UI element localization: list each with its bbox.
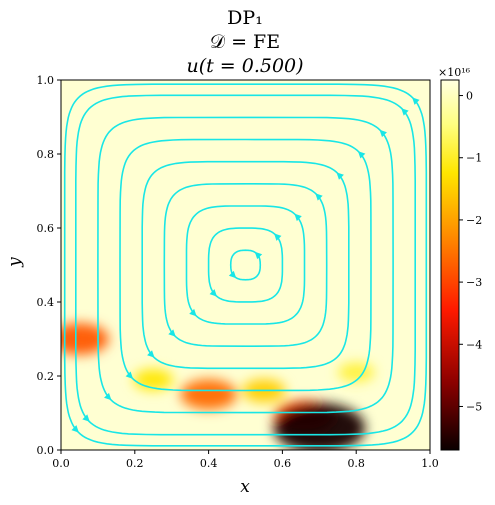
- streamline-arrow: [379, 129, 387, 138]
- x-tick-label: 0.2: [126, 457, 144, 470]
- streamlines: [63, 83, 428, 447]
- heatmap-field: [61, 323, 375, 450]
- streamline: [185, 205, 306, 325]
- colorbar-tick-label: −5: [466, 400, 482, 413]
- colorbar-gradient: [440, 79, 460, 451]
- colorbar-tick-label: −3: [466, 276, 482, 289]
- y-tick-label: 0.0: [37, 444, 55, 457]
- colorbar-tick-label: 0: [466, 90, 473, 103]
- streamline-arrow: [401, 108, 409, 116]
- axes-frame: [60, 79, 431, 451]
- streamline-arrow: [189, 308, 197, 317]
- title-line-3: u(t = 0.500): [186, 55, 303, 77]
- streamline-arrow: [125, 371, 134, 379]
- streamline: [207, 227, 284, 303]
- streamline-arrow: [336, 172, 344, 180]
- colorbar-tick-label: −2: [466, 214, 482, 227]
- streamline-arrow: [357, 151, 366, 159]
- colorbar: ×10¹⁶ 0 −1 −2 −3 −4 −5: [438, 66, 482, 451]
- y-tick-label: 0.2: [37, 370, 55, 383]
- streamline-arrow: [104, 392, 112, 401]
- y-tick-label: 0.4: [37, 296, 55, 309]
- x-tick-label: 1.0: [421, 457, 439, 470]
- streamline-arrow: [274, 233, 282, 241]
- x-tick-label: 0.0: [52, 457, 70, 470]
- heatmap-blob: [61, 323, 109, 355]
- streamline-arrow: [168, 329, 176, 337]
- streamline-arrow: [228, 270, 237, 279]
- y-tick-label: 0.8: [37, 148, 55, 161]
- x-tick-label: 0.4: [200, 457, 218, 470]
- streamline: [63, 83, 428, 447]
- y-axis: 0.0 0.2 0.4 0.6 0.8 1.0: [37, 74, 61, 457]
- streamline-arrow: [209, 289, 217, 297]
- colorbar-tick-label: −1: [466, 152, 482, 165]
- streamline-arrow: [147, 350, 155, 358]
- y-tick-label: 0.6: [37, 222, 55, 235]
- streamline: [163, 182, 328, 348]
- streamline-arrow: [315, 193, 323, 201]
- streamline: [229, 249, 262, 281]
- title-line-2: 𝒟 = FE: [210, 31, 280, 53]
- x-axis: 0.0 0.2 0.4 0.6 0.8 1.0: [52, 450, 439, 470]
- streamline: [141, 160, 350, 370]
- streamline-arrow: [71, 425, 79, 433]
- x-tick-label: 0.8: [347, 457, 365, 470]
- streamline: [75, 94, 416, 436]
- streamline-arrow: [254, 251, 263, 260]
- streamline-arrow: [412, 97, 420, 105]
- colorbar-ticks: 0 −1 −2 −3 −4 −5: [459, 90, 482, 413]
- title-line-1: DP₁: [227, 7, 263, 29]
- y-tick-label: 1.0: [37, 74, 55, 87]
- streamline-arrow: [82, 414, 90, 422]
- colorbar-tick-label: −4: [466, 338, 482, 351]
- x-axis-label: x: [240, 477, 250, 497]
- streamline-arrow: [294, 213, 302, 222]
- y-axis-label: y: [5, 257, 25, 268]
- heatmap-blob: [337, 362, 375, 383]
- heatmap-blob: [273, 403, 366, 450]
- x-tick-label: 0.6: [274, 457, 292, 470]
- chart-title: DP₁ 𝒟 = FE u(t = 0.500): [186, 7, 303, 77]
- streamline: [97, 116, 394, 414]
- streamline: [119, 138, 372, 392]
- plot-area: [60, 79, 431, 451]
- heatmap-blob: [180, 379, 237, 410]
- colorbar-scale-label: ×10¹⁶: [438, 66, 471, 79]
